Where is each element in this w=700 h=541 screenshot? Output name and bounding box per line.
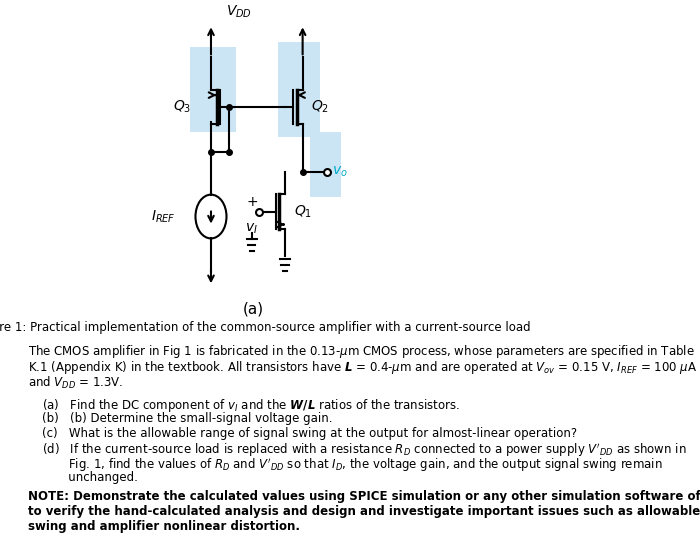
Text: $I_{REF}$: $I_{REF}$ bbox=[151, 208, 176, 225]
Text: +: + bbox=[246, 195, 258, 209]
Text: unchanged.: unchanged. bbox=[42, 471, 138, 484]
Text: $v_I$: $v_I$ bbox=[246, 221, 258, 236]
Text: (b)   (b) Determine the small-signal voltage gain.: (b) (b) Determine the small-signal volta… bbox=[42, 412, 332, 425]
Text: $Q_2$: $Q_2$ bbox=[311, 99, 329, 115]
Bar bbox=[190, 47, 236, 132]
Text: $Q_3$: $Q_3$ bbox=[173, 99, 191, 115]
Text: $V_{DD}$: $V_{DD}$ bbox=[226, 4, 252, 21]
Text: (a)   Find the DC component of $v_I$ and the $\boldsymbol{W/L}$ ratios of the tr: (a) Find the DC component of $v_I$ and t… bbox=[42, 397, 460, 414]
Text: to verify the hand-calculated analysis and design and investigate important issu: to verify the hand-calculated analysis a… bbox=[28, 505, 700, 518]
Text: The CMOS amplifier in Fig 1 is fabricated in the 0.13-$\mu$m CMOS process, whose: The CMOS amplifier in Fig 1 is fabricate… bbox=[28, 343, 694, 360]
Text: (d)   If the current-source load is replaced with a resistance $R_D$ connected t: (d) If the current-source load is replac… bbox=[42, 441, 686, 459]
Text: K.1 (Appendix K) in the textbook. All transistors have $\boldsymbol{L}$ = 0.4-$\: K.1 (Appendix K) in the textbook. All tr… bbox=[28, 359, 697, 376]
Text: NOTE: Demonstrate the calculated values using SPICE simulation or any other simu: NOTE: Demonstrate the calculated values … bbox=[28, 490, 700, 503]
Text: swing and amplifier nonlinear distortion.: swing and amplifier nonlinear distortion… bbox=[28, 520, 300, 533]
Text: (c)   What is the allowable range of signal swing at the output for almost-linea: (c) What is the allowable range of signa… bbox=[42, 426, 577, 439]
Text: $Q_1$: $Q_1$ bbox=[294, 203, 312, 220]
Text: Fig. 1, find the values of $R_D$ and $V'_{DD}$ so that $I_D$, the voltage gain, : Fig. 1, find the values of $R_D$ and $V'… bbox=[42, 457, 662, 474]
Bar bbox=[278, 42, 320, 137]
Text: $v_o$: $v_o$ bbox=[332, 164, 348, 179]
Bar bbox=[309, 132, 342, 196]
Text: (a): (a) bbox=[243, 301, 264, 316]
Text: and $V_{DD}$ = 1.3V.: and $V_{DD}$ = 1.3V. bbox=[28, 375, 123, 391]
Text: Figure 1: Practical implementation of the common-source amplifier with a current: Figure 1: Practical implementation of th… bbox=[0, 321, 531, 334]
